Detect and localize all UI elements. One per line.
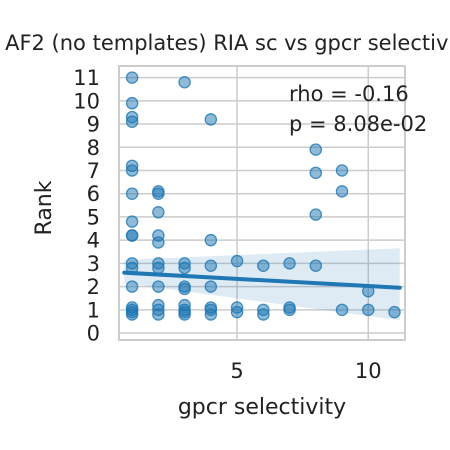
confidence-band bbox=[124, 248, 400, 321]
y-tick-label: 11 bbox=[73, 66, 100, 90]
data-point bbox=[309, 208, 323, 221]
y-tick-label: 1 bbox=[87, 298, 100, 322]
data-point bbox=[152, 236, 165, 249]
data-point bbox=[152, 280, 165, 293]
data-point bbox=[204, 113, 218, 126]
data-point bbox=[125, 115, 139, 128]
data-point bbox=[125, 71, 139, 84]
data-point bbox=[309, 143, 323, 156]
y-tick-label: 5 bbox=[87, 205, 100, 229]
data-point bbox=[362, 303, 375, 317]
data-point bbox=[335, 164, 349, 177]
y-tick-label: 8 bbox=[87, 136, 100, 160]
data-point bbox=[178, 76, 191, 89]
x-tick-label: 10 bbox=[355, 359, 382, 383]
data-point bbox=[152, 308, 165, 321]
data-point bbox=[204, 259, 218, 272]
data-points bbox=[125, 71, 401, 321]
plot-border bbox=[118, 65, 406, 341]
chart-title: AF2 (no templates) RIA sc vs gpcr select… bbox=[5, 31, 450, 55]
data-point bbox=[152, 206, 165, 219]
data-point bbox=[152, 261, 165, 275]
data-point bbox=[178, 282, 191, 296]
data-point bbox=[178, 308, 191, 321]
y-tick-label: 4 bbox=[87, 229, 100, 253]
y-tick-label: 2 bbox=[87, 275, 100, 299]
y-tick-label: 9 bbox=[87, 113, 100, 137]
data-point bbox=[125, 187, 139, 200]
data-point bbox=[178, 261, 191, 275]
data-point bbox=[283, 303, 296, 317]
y-tick-label: 6 bbox=[87, 182, 100, 206]
data-point bbox=[204, 233, 218, 247]
confidence-band-area bbox=[124, 248, 400, 321]
data-point bbox=[125, 280, 139, 293]
data-point bbox=[204, 308, 218, 321]
regression-line bbox=[122, 270, 402, 290]
p-value-annotation: p = 8.08e-02 bbox=[289, 112, 427, 136]
data-point bbox=[283, 257, 296, 270]
data-point bbox=[230, 305, 244, 319]
data-point bbox=[125, 164, 139, 177]
data-point bbox=[388, 305, 401, 319]
y-tick-label: 3 bbox=[87, 252, 100, 276]
data-point bbox=[125, 229, 139, 242]
data-point bbox=[204, 280, 218, 293]
y-tick-label: 10 bbox=[73, 89, 100, 113]
x-tick-label: 5 bbox=[230, 359, 243, 383]
x-tick-labels: 5 10 bbox=[230, 359, 381, 383]
data-point bbox=[125, 308, 139, 321]
regression-line-group bbox=[122, 270, 402, 290]
y-axis-label: Rank bbox=[32, 180, 57, 235]
data-point bbox=[230, 254, 244, 268]
data-point bbox=[335, 303, 349, 317]
data-point bbox=[257, 259, 270, 272]
data-point bbox=[125, 96, 139, 110]
plot-frame bbox=[118, 65, 406, 341]
data-point bbox=[335, 185, 349, 198]
data-point bbox=[309, 166, 323, 180]
data-point bbox=[125, 215, 139, 228]
data-point bbox=[152, 187, 165, 200]
y-tick-label: 0 bbox=[87, 322, 100, 346]
x-axis-label: gpcr selectivity bbox=[178, 395, 346, 420]
data-point bbox=[309, 259, 323, 272]
data-point bbox=[257, 308, 270, 321]
rho-annotation: rho = -0.16 bbox=[289, 82, 409, 106]
y-tick-label: 7 bbox=[87, 159, 100, 183]
